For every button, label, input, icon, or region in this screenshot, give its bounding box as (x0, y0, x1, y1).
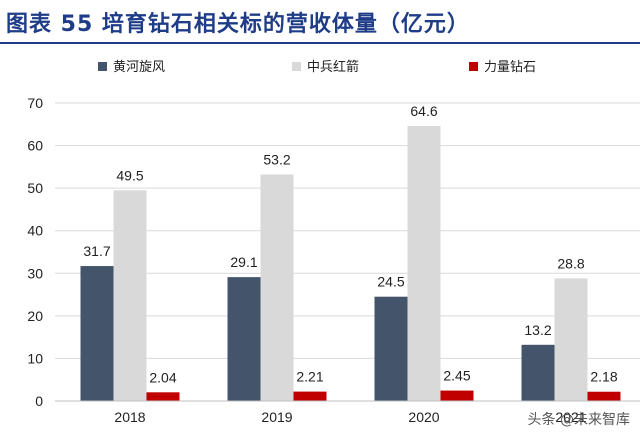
y-axis: 0 10 20 30 40 50 60 70 (27, 95, 43, 409)
data-label: 64.6 (410, 103, 437, 119)
data-label: 28.8 (557, 255, 584, 271)
data-label: 31.7 (83, 243, 110, 259)
y-tick-label: 60 (27, 138, 43, 154)
y-tick-label: 40 (27, 223, 43, 239)
bar-2-2019 (260, 174, 294, 401)
chart-title: 图表 55 培育钻石相关标的营收体量（亿元） (6, 12, 470, 37)
data-label: 49.5 (116, 167, 143, 183)
bar-2-2021 (554, 278, 588, 401)
y-tick-label: 70 (27, 95, 43, 111)
x-tick-label: 2021 (555, 409, 586, 425)
legend-label: 中兵红箭 (307, 59, 359, 75)
y-tick-label: 10 (27, 350, 43, 366)
x-tick-label: 2019 (261, 409, 292, 425)
legend-swatch (98, 62, 107, 71)
legend-swatch (292, 62, 301, 71)
x-tick-label: 2018 (114, 409, 145, 425)
bar-3-2018 (146, 392, 180, 401)
legend: 黄河旋风 中兵红箭 力量钻石 (98, 59, 536, 75)
legend-label: 力量钻石 (484, 60, 536, 75)
bar-1-2018 (80, 266, 114, 401)
data-labels: 31.7 49.5 2.04 29.1 53.2 2.21 24.5 64.6 2.45 13.2… (83, 103, 617, 385)
bar-1-2020 (374, 296, 408, 401)
bar-1-2021 (521, 344, 555, 401)
watermark: 头条 @未来智库 (527, 412, 630, 428)
bar-3-2019 (293, 391, 327, 401)
title-bar: 图表 55 培育钻石相关标的营收体量（亿元） (0, 0, 640, 44)
data-label: 53.2 (263, 152, 290, 168)
x-tick-label: 2020 (408, 409, 439, 425)
bar-2-2018 (113, 190, 147, 401)
bars (80, 125, 621, 401)
data-label: 24.5 (377, 274, 404, 290)
data-label: 13.2 (524, 322, 551, 338)
data-label: 2.18 (590, 369, 617, 385)
data-label: 2.45 (443, 368, 470, 384)
x-axis: 2018 2019 2020 2021 (55, 400, 640, 425)
y-tick-label: 50 (27, 180, 43, 196)
y-tick-label: 30 (27, 265, 43, 281)
y-tick-label: 20 (27, 308, 43, 324)
legend-label: 黄河旋风 (113, 60, 165, 75)
bar-3-2020 (440, 390, 474, 401)
legend-swatch (469, 62, 478, 71)
data-label: 29.1 (230, 254, 257, 270)
data-label: 2.04 (149, 369, 176, 385)
y-tick-label: 0 (35, 393, 43, 409)
bar-1-2019 (227, 277, 261, 401)
bar-3-2021 (587, 391, 621, 401)
bar-2-2020 (407, 125, 441, 401)
data-label: 2.21 (296, 369, 323, 385)
